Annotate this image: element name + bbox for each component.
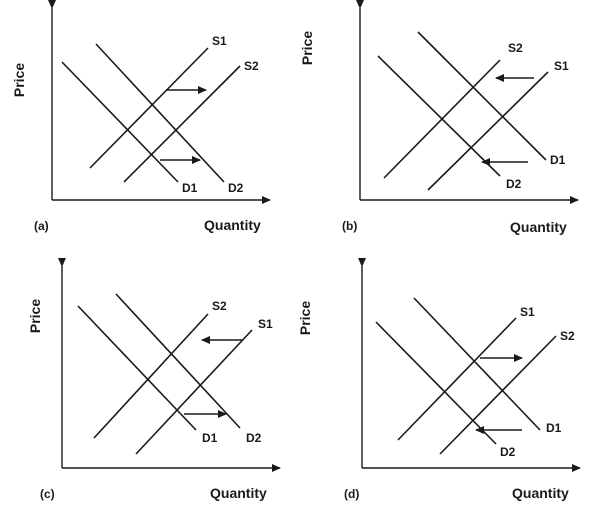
panel-c-supply-right (135, 329, 253, 455)
panel-b-label-s-left: S2 (508, 41, 523, 55)
panel-a-supply-right (123, 65, 241, 183)
panel-d-label-s-right: S2 (560, 329, 575, 343)
panel-a-supply-left (89, 47, 209, 169)
panel-d-tag: (d) (344, 487, 359, 501)
panel-a-label-d-right: D2 (228, 181, 244, 195)
panel-c-demand-right (115, 293, 241, 429)
panel-b-y-axis-label: Price (299, 31, 315, 65)
panel-c-label-d-right: D2 (246, 431, 262, 445)
panel-b-supply-right (427, 71, 549, 191)
panel-d-demand-right (413, 297, 541, 431)
panel-a: Price Quantity (a) S1 S2 D1 D2 (11, 0, 271, 233)
panel-d-label-s-left: S1 (520, 305, 535, 319)
panel-a-y-axis-label: Price (11, 63, 27, 97)
panel-b-label-d-left: D2 (506, 177, 522, 191)
panel-a-demand-left (61, 61, 179, 183)
panel-c-supply-left (93, 313, 209, 439)
panel-d-label-d-right: D1 (546, 421, 562, 435)
panel-d-label-d-left: D2 (500, 445, 516, 459)
panel-b-demand-right (417, 31, 547, 161)
panel-a-x-axis-label: Quantity (204, 217, 261, 233)
panel-a-label-s-left: S1 (212, 34, 227, 48)
panel-c-label-s-left: S2 (212, 299, 227, 313)
panel-b-label-s-right: S1 (554, 59, 569, 73)
panel-b-supply-left (383, 59, 501, 179)
panel-d-demand-left (375, 321, 497, 445)
panel-d-supply-right (439, 335, 557, 455)
panel-b-tag: (b) (342, 219, 357, 233)
panel-b: Price Quantity (b) S2 S1 D2 D1 (299, 0, 579, 235)
panel-d-x-axis-label: Quantity (512, 485, 569, 501)
panel-c-label-d-left: D1 (202, 431, 218, 445)
panel-c: Price Quantity (c) S2 S1 D1 D2 (27, 258, 281, 501)
panel-a-label-d-left: D1 (182, 181, 198, 195)
panel-a-demand-right (95, 43, 225, 183)
panel-d: Price Quantity (d) S1 S2 D2 D1 (297, 258, 581, 501)
panel-c-label-s-right: S1 (258, 317, 273, 331)
panel-b-label-d-right: D1 (550, 153, 566, 167)
panel-c-x-axis-label: Quantity (210, 485, 267, 501)
panel-a-label-s-right: S2 (244, 59, 259, 73)
panel-b-x-axis-label: Quantity (510, 219, 567, 235)
panel-c-y-axis-label: Price (27, 299, 43, 333)
panel-d-y-axis-label: Price (297, 301, 313, 335)
panel-c-demand-left (77, 305, 197, 431)
panel-c-tag: (c) (40, 487, 55, 501)
panel-b-demand-left (377, 55, 501, 177)
panel-a-tag: (a) (34, 219, 49, 233)
panel-d-supply-left (397, 317, 517, 441)
